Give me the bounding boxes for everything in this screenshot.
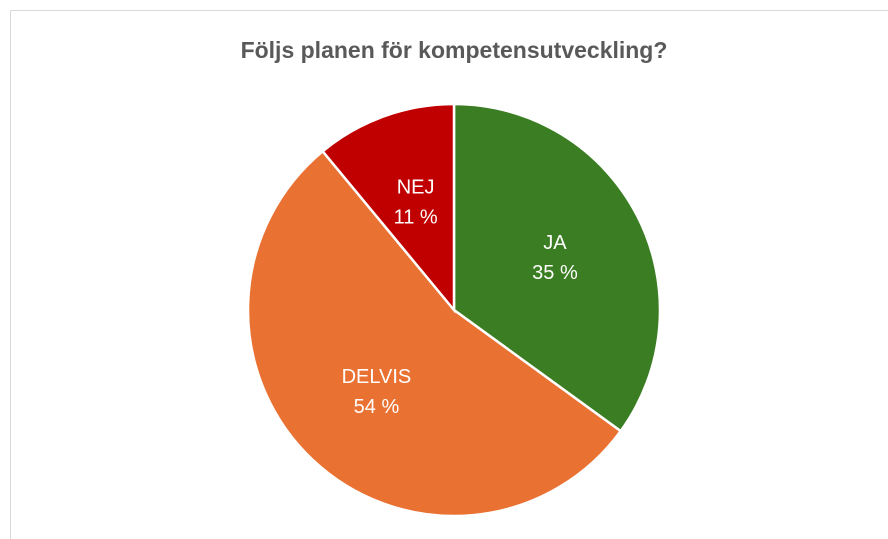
slice-value-label: 54 %	[354, 396, 400, 418]
slice-name: DELVIS	[342, 366, 412, 388]
slice-name: NEJ	[397, 177, 435, 199]
slice-value-label: 35 %	[532, 262, 578, 284]
pie-slice	[246, 149, 623, 518]
slice-name: JA	[543, 232, 567, 254]
pie-slice	[320, 102, 456, 314]
slice-value-label: 11 %	[394, 207, 438, 229]
pie-slice	[452, 102, 662, 433]
chart-title: Följs planen för kompetensutveckling?	[241, 37, 668, 63]
